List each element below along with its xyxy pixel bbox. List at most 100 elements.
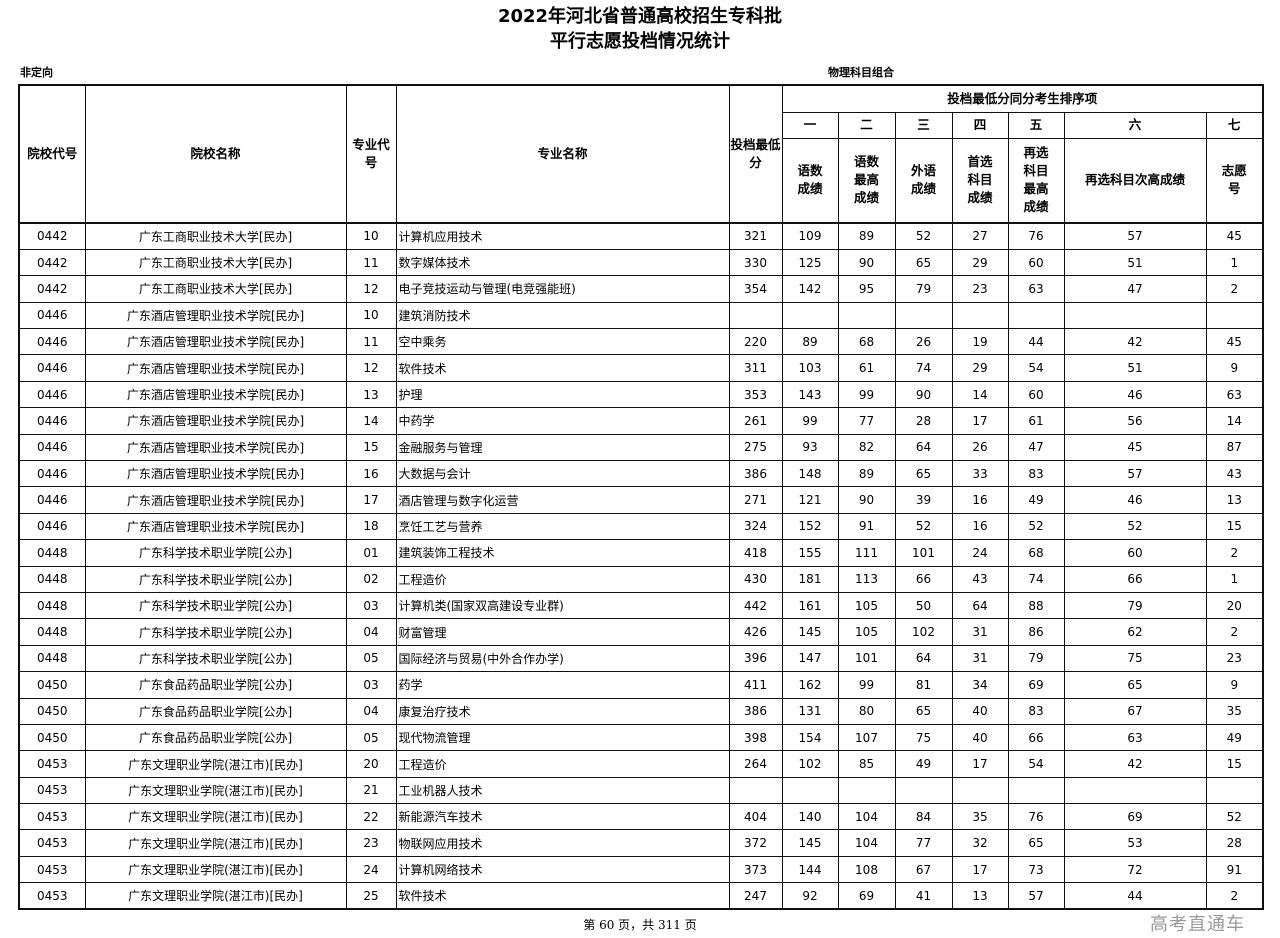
table-row: 0446 广东酒店管理职业技术学院[民办] 14 中药学 261 99 77 28 17 61 56… [18, 407, 1264, 435]
cell-score-2: 99 [837, 671, 896, 699]
cell-score-3: 64 [894, 433, 953, 462]
cell-school-code: 0450 [18, 723, 86, 752]
cell-score-5: 44 [1007, 328, 1065, 356]
cell-score-7: 1 [1205, 248, 1264, 277]
cell-school-name: 广东工商职业技术大学[民办] [84, 222, 347, 250]
cell-school-name: 广东文理职业学院(湛江市)[民办] [84, 803, 347, 831]
cell-school-code: 0442 [18, 275, 86, 303]
cell-score-5 [1007, 301, 1065, 330]
cell-score-7: 2 [1205, 882, 1264, 910]
cell-score-4 [951, 776, 1009, 805]
cell-major-name: 工业机器人技术 [395, 776, 730, 805]
cell-score-7: 14 [1205, 407, 1264, 435]
cell-major-name: 软件技术 [395, 354, 730, 382]
cell-score-7: 2 [1205, 539, 1264, 567]
table-row: 0446 广东酒店管理职业技术学院[民办] 17 酒店管理与数字化运营 271 121 90… [18, 486, 1264, 514]
header-min-score: 投档最低分 [728, 84, 783, 224]
cell-score-1: 144 [781, 855, 839, 884]
cell-school-code: 0453 [18, 750, 86, 778]
cell-score-4: 27 [951, 222, 1009, 250]
cell-score-4: 23 [951, 275, 1009, 303]
cell-school-name: 广东酒店管理职业技术学院[民办] [84, 486, 347, 514]
cell-min-score: 386 [728, 697, 783, 725]
page-number: 第 60 页，共 311 页 [583, 918, 697, 932]
cell-score-7: 91 [1205, 855, 1264, 884]
header-order-6: 六 [1063, 111, 1207, 139]
cell-school-name: 广东食品药品职业学院[公办] [84, 723, 347, 752]
cell-major-code: 12 [345, 354, 397, 382]
cell-score-1: 155 [781, 539, 839, 567]
cell-score-5: 52 [1007, 512, 1065, 541]
cell-score-4: 40 [951, 723, 1009, 752]
cell-score-2: 77 [837, 407, 896, 435]
table-header: 院校代号 院校名称 专业代号 专业名称 投档最低分 投档最低分同分考生排序项 一… [18, 84, 1264, 224]
table-row: 0450 广东食品药品职业学院[公办] 05 现代物流管理 398 154 107 75 40 6… [18, 723, 1264, 752]
cell-major-name: 工程造价 [395, 750, 730, 778]
cell-school-code: 0446 [18, 354, 86, 382]
cell-score-3: 52 [894, 512, 953, 541]
cell-school-code: 0448 [18, 644, 86, 673]
cell-score-4 [951, 301, 1009, 330]
cell-score-2: 90 [837, 248, 896, 277]
cell-score-7: 43 [1205, 460, 1264, 488]
cell-min-score: 275 [728, 433, 783, 462]
header-order-4: 四 [951, 111, 1009, 139]
cell-school-name: 广东酒店管理职业技术学院[民办] [84, 512, 347, 541]
cell-major-code: 20 [345, 750, 397, 778]
cell-score-4: 64 [951, 591, 1009, 620]
cell-school-name: 广东文理职业学院(湛江市)[民办] [84, 829, 347, 857]
cell-score-3: 90 [894, 380, 953, 409]
cell-major-code: 24 [345, 855, 397, 884]
cell-score-6: 69 [1063, 803, 1207, 831]
cell-school-code: 0446 [18, 380, 86, 409]
cell-score-6: 62 [1063, 618, 1207, 646]
header-school-name: 院校名称 [84, 84, 347, 224]
cell-min-score: 442 [728, 591, 783, 620]
cell-school-name: 广东酒店管理职业技术学院[民办] [84, 460, 347, 488]
cell-school-name: 广东酒店管理职业技术学院[民办] [84, 354, 347, 382]
cell-score-2: 105 [837, 618, 896, 646]
cell-score-2 [837, 301, 896, 330]
cell-min-score: 396 [728, 644, 783, 673]
header-tiebreak-group: 投档最低分同分考生排序项 [781, 84, 1264, 113]
table-row: 0453 广东文理职业学院(湛江市)[民办] 25 软件技术 247 92 69 41 13 57… [18, 882, 1264, 910]
table-row: 0446 广东酒店管理职业技术学院[民办] 12 软件技术 311 103 61 74 29 54… [18, 354, 1264, 382]
cell-score-3: 84 [894, 803, 953, 831]
cell-min-score: 373 [728, 855, 783, 884]
cell-score-4: 31 [951, 618, 1009, 646]
cell-school-name: 广东酒店管理职业技术学院[民办] [84, 407, 347, 435]
cell-major-name: 物联网应用技术 [395, 829, 730, 857]
cell-score-5: 74 [1007, 565, 1065, 593]
cell-score-1: 89 [781, 328, 839, 356]
cell-score-7: 87 [1205, 433, 1264, 462]
cell-score-5: 47 [1007, 433, 1065, 462]
cell-score-1: 140 [781, 803, 839, 831]
cell-score-3: 101 [894, 539, 953, 567]
cell-school-name: 广东科学技术职业学院[公办] [84, 539, 347, 567]
table-row: 0448 广东科学技术职业学院[公办] 04 财富管理 426 145 105 102 31 86… [18, 618, 1264, 646]
cell-major-name: 计算机应用技术 [395, 222, 730, 250]
cell-min-score: 426 [728, 618, 783, 646]
cell-min-score [728, 301, 783, 330]
cell-score-6: 46 [1063, 486, 1207, 514]
table-row: 0446 广东酒店管理职业技术学院[民办] 13 护理 353 143 99 90 14 60 46… [18, 380, 1264, 409]
cell-score-4: 29 [951, 354, 1009, 382]
cell-score-3: 65 [894, 460, 953, 488]
header-order-7: 七 [1205, 111, 1264, 139]
cell-score-2 [837, 776, 896, 805]
cell-score-7: 23 [1205, 644, 1264, 673]
cell-score-1: 103 [781, 354, 839, 382]
cell-score-3: 41 [894, 882, 953, 910]
cell-major-code: 17 [345, 486, 397, 514]
cell-major-name: 酒店管理与数字化运营 [395, 486, 730, 514]
cell-major-name: 计算机类(国家双高建设专业群) [395, 591, 730, 620]
cell-major-name: 烹饪工艺与营养 [395, 512, 730, 541]
cell-score-4: 31 [951, 644, 1009, 673]
header-item-1: 语数成绩 [781, 137, 839, 224]
cell-major-code: 05 [345, 723, 397, 752]
cell-school-name: 广东科学技术职业学院[公办] [84, 644, 347, 673]
table-row: 0442 广东工商职业技术大学[民办] 11 数字媒体技术 330 125 90 65 29 60… [18, 248, 1264, 277]
cell-major-name: 数字媒体技术 [395, 248, 730, 277]
cell-score-1 [781, 776, 839, 805]
cell-school-name: 广东食品药品职业学院[公办] [84, 671, 347, 699]
